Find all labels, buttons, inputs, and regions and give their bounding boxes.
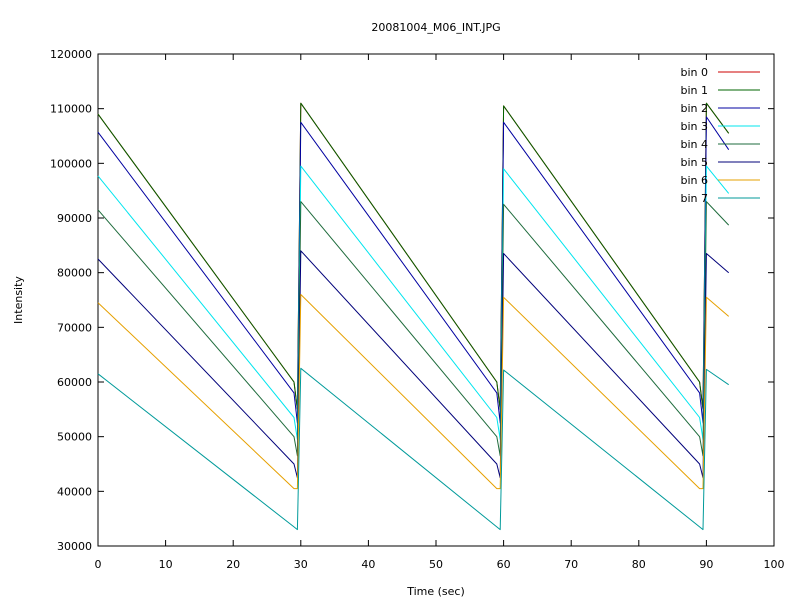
y-tick-label: 100000: [50, 157, 92, 170]
y-axis: 30000 40000 50000 60000 70000 80000 90000 10000…: [50, 48, 774, 553]
x-tick-label: 70: [564, 558, 578, 571]
x-tick-label: 80: [632, 558, 646, 571]
chart-title: 20081004_M06_INT.JPG: [371, 21, 500, 34]
series-line-bin-7: [97, 367, 729, 531]
y-tick-label: 50000: [57, 431, 92, 444]
y-tick-label: 110000: [50, 103, 92, 116]
y-tick-label: 30000: [57, 540, 92, 553]
y-tick-label: 80000: [57, 267, 92, 280]
x-tick-label: 60: [497, 558, 511, 571]
legend-label: bin 7: [680, 192, 708, 205]
series-line-bin-0: [97, 102, 730, 410]
series-line-bin-2: [97, 116, 730, 424]
legend-label: bin 6: [680, 174, 708, 187]
legend-label: bin 5: [680, 156, 708, 169]
legend-label: bin 0: [680, 66, 708, 79]
legend: bin 0 bin 1 bin 2 bin 3 bin 4 bin 5 bin 6 bin 7: [680, 66, 760, 205]
series-line-bin-5: [97, 250, 730, 479]
x-tick-label: 90: [699, 558, 713, 571]
x-tick-label: 40: [361, 558, 375, 571]
series-line-bin-6: [97, 294, 730, 490]
x-tick-label: 10: [159, 558, 173, 571]
legend-label: bin 3: [680, 120, 708, 133]
y-tick-label: 40000: [57, 485, 92, 498]
y-tick-label: 120000: [50, 48, 92, 61]
x-tick-label: 0: [95, 558, 102, 571]
y-tick-label: 60000: [57, 376, 92, 389]
series-lines: [97, 102, 730, 531]
x-tick-label: 100: [764, 558, 785, 571]
legend-label: bin 1: [680, 84, 708, 97]
series-line-bin-1: [97, 102, 730, 410]
x-tick-label: 20: [226, 558, 240, 571]
x-axis: 0 10 20 30 40 50 60 70 80 90 100: [95, 54, 785, 571]
legend-label: bin 4: [680, 138, 708, 151]
x-tick-label: 30: [294, 558, 308, 571]
x-tick-label: 50: [429, 558, 443, 571]
series-line-bin-4: [97, 201, 730, 457]
plot-area-frame: [97, 53, 775, 547]
y-tick-label: 90000: [57, 212, 92, 225]
y-tick-label: 70000: [57, 321, 92, 334]
y-axis-label: Intensity: [12, 276, 25, 324]
x-axis-label: Time (sec): [406, 585, 465, 598]
legend-label: bin 2: [680, 102, 708, 115]
